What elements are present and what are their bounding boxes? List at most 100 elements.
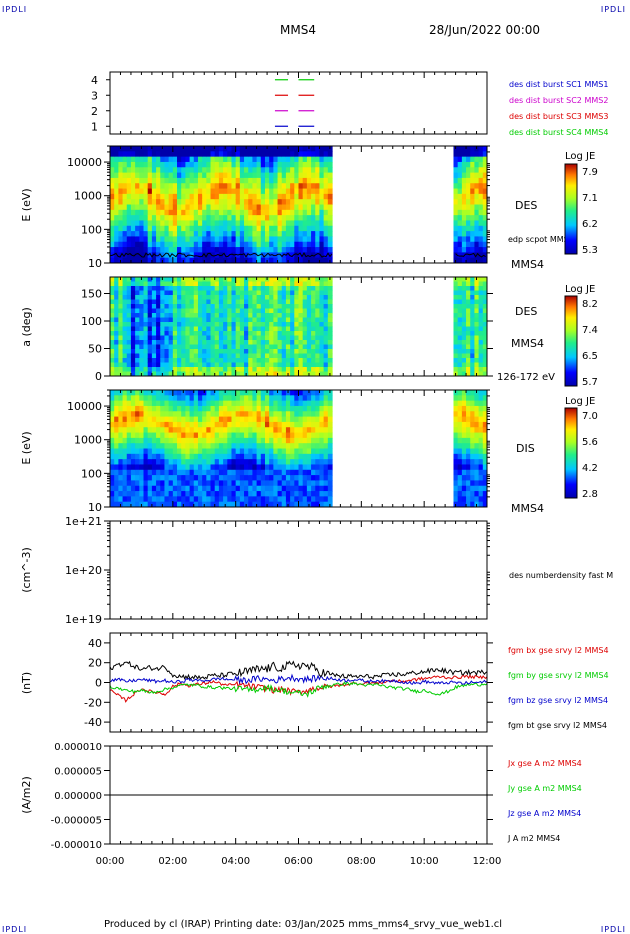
des-energy-cell xyxy=(294,204,300,211)
des-pitch-cell xyxy=(294,322,300,328)
dis-energy-cell xyxy=(327,496,333,503)
dis-energy-cell xyxy=(114,437,119,444)
des-energy-cell xyxy=(470,151,476,158)
dis-energy-cell xyxy=(281,459,287,466)
des-pitch-cell xyxy=(185,335,191,341)
des-pitch-cell xyxy=(453,362,459,368)
dis-energy-cell xyxy=(193,459,199,466)
dis-energy-cell xyxy=(172,485,178,492)
dis-energy-cell xyxy=(252,427,258,434)
des-pitch-cell xyxy=(252,322,258,328)
des-energy-cell xyxy=(147,177,153,184)
des-pitch-cell xyxy=(252,331,258,337)
des-pitch-cell xyxy=(206,290,212,296)
dis-energy-cell xyxy=(264,448,270,455)
dis-energy-cell xyxy=(181,411,186,418)
des-energy-cell xyxy=(160,177,166,184)
dis-energy-cell xyxy=(156,496,161,503)
fgm-ytick-label: 0 xyxy=(95,677,102,690)
des-energy-cell xyxy=(160,225,166,232)
des-pitch-cell xyxy=(461,290,467,296)
dis-energy-cell xyxy=(453,395,459,402)
des-pitch-cell xyxy=(197,349,203,355)
des-pitch-cell xyxy=(110,304,115,310)
dis-energy-cell xyxy=(114,443,119,450)
des-energy-cell xyxy=(139,161,145,168)
des-energy-cell xyxy=(130,231,136,238)
dis-energy-cell xyxy=(177,390,182,396)
des-pitch-cell xyxy=(453,349,459,355)
dis-energy-cell xyxy=(470,475,476,482)
des-energy-cell xyxy=(256,209,262,216)
des-pitch-cell xyxy=(256,353,262,359)
des-pitch-cell xyxy=(189,340,195,346)
des-energy-cell xyxy=(193,252,199,259)
dis-energy-cell xyxy=(294,411,300,418)
des-energy-cell xyxy=(281,188,287,195)
dis-energy-cell xyxy=(457,437,463,444)
des-energy-cell xyxy=(482,252,487,259)
dis-energy-cell xyxy=(311,491,316,497)
des-energy-cell xyxy=(114,172,119,179)
dis-energy-cell xyxy=(114,469,119,476)
des-energy-cell xyxy=(474,236,480,243)
dis-energy-cell xyxy=(285,496,291,503)
des-pitch-cell xyxy=(256,371,262,376)
des-energy-cell xyxy=(110,215,115,222)
des-pitch-cell xyxy=(470,286,476,292)
dis-energy-cell xyxy=(135,501,140,507)
des-pitch-cell xyxy=(122,281,128,287)
des-energy-cell xyxy=(210,209,216,216)
corner-mark-bl: IPDLI xyxy=(2,925,28,934)
des-pitch-cell xyxy=(193,308,199,314)
des-pitch-cell xyxy=(164,331,170,337)
dis-energy-cell xyxy=(139,480,145,487)
dis-energy-cell xyxy=(122,416,128,423)
des-energy-cell xyxy=(281,156,287,163)
dis-energy-cell xyxy=(206,432,212,439)
des-pitch-cell xyxy=(197,371,203,376)
des-energy-cell xyxy=(461,151,467,158)
des-pitch-cell xyxy=(202,317,207,323)
dis-energy-cell xyxy=(143,469,149,476)
des-pitch-cell xyxy=(453,308,459,314)
des-energy-cell xyxy=(214,188,220,195)
dis-energy-cell xyxy=(214,453,220,460)
des-pitch-angle-panel xyxy=(109,276,488,377)
des-energy-cell xyxy=(193,156,199,163)
des-pitch-cell xyxy=(193,331,199,337)
des-energy-cell xyxy=(482,209,487,216)
dis-energy-cell xyxy=(461,416,467,423)
des-pitch-cell xyxy=(189,295,195,301)
des-energy-cell xyxy=(252,225,258,232)
dis-energy-cell xyxy=(189,437,195,444)
des-energy-cell xyxy=(323,193,329,200)
des-energy-cell xyxy=(218,241,224,248)
des-pitch-cell xyxy=(231,335,237,341)
dis-energy-cell xyxy=(298,427,304,434)
des-pitch-cell xyxy=(260,286,266,292)
dis-energy-cell xyxy=(239,459,245,466)
des-pitch-cell xyxy=(273,290,279,296)
des-energy-cell xyxy=(156,241,161,248)
dis-energy-cell xyxy=(298,448,304,455)
des-energy-cell xyxy=(110,204,115,211)
des-energy-cell xyxy=(110,257,115,263)
des-pitch-cell xyxy=(298,326,304,332)
des-pitch-cell xyxy=(260,362,266,368)
dis-energy-cell xyxy=(189,485,195,492)
des-pitch-cell xyxy=(457,326,463,332)
dis-energy-cell xyxy=(168,432,174,439)
des-energy-cell xyxy=(110,161,115,168)
des-energy-cell xyxy=(110,188,115,195)
dis-energy-cell xyxy=(466,437,471,444)
des-pitch-cell xyxy=(126,344,132,350)
des-energy-cell xyxy=(239,241,245,248)
dis-energy-cell xyxy=(210,421,216,428)
des-energy-cell xyxy=(189,151,195,158)
des-energy-cell xyxy=(193,161,199,168)
des-pitch-cell xyxy=(281,335,287,341)
dis-energy-cell xyxy=(466,459,471,466)
dis-energy-cell xyxy=(461,405,467,412)
dis-energy-cell xyxy=(185,485,191,492)
